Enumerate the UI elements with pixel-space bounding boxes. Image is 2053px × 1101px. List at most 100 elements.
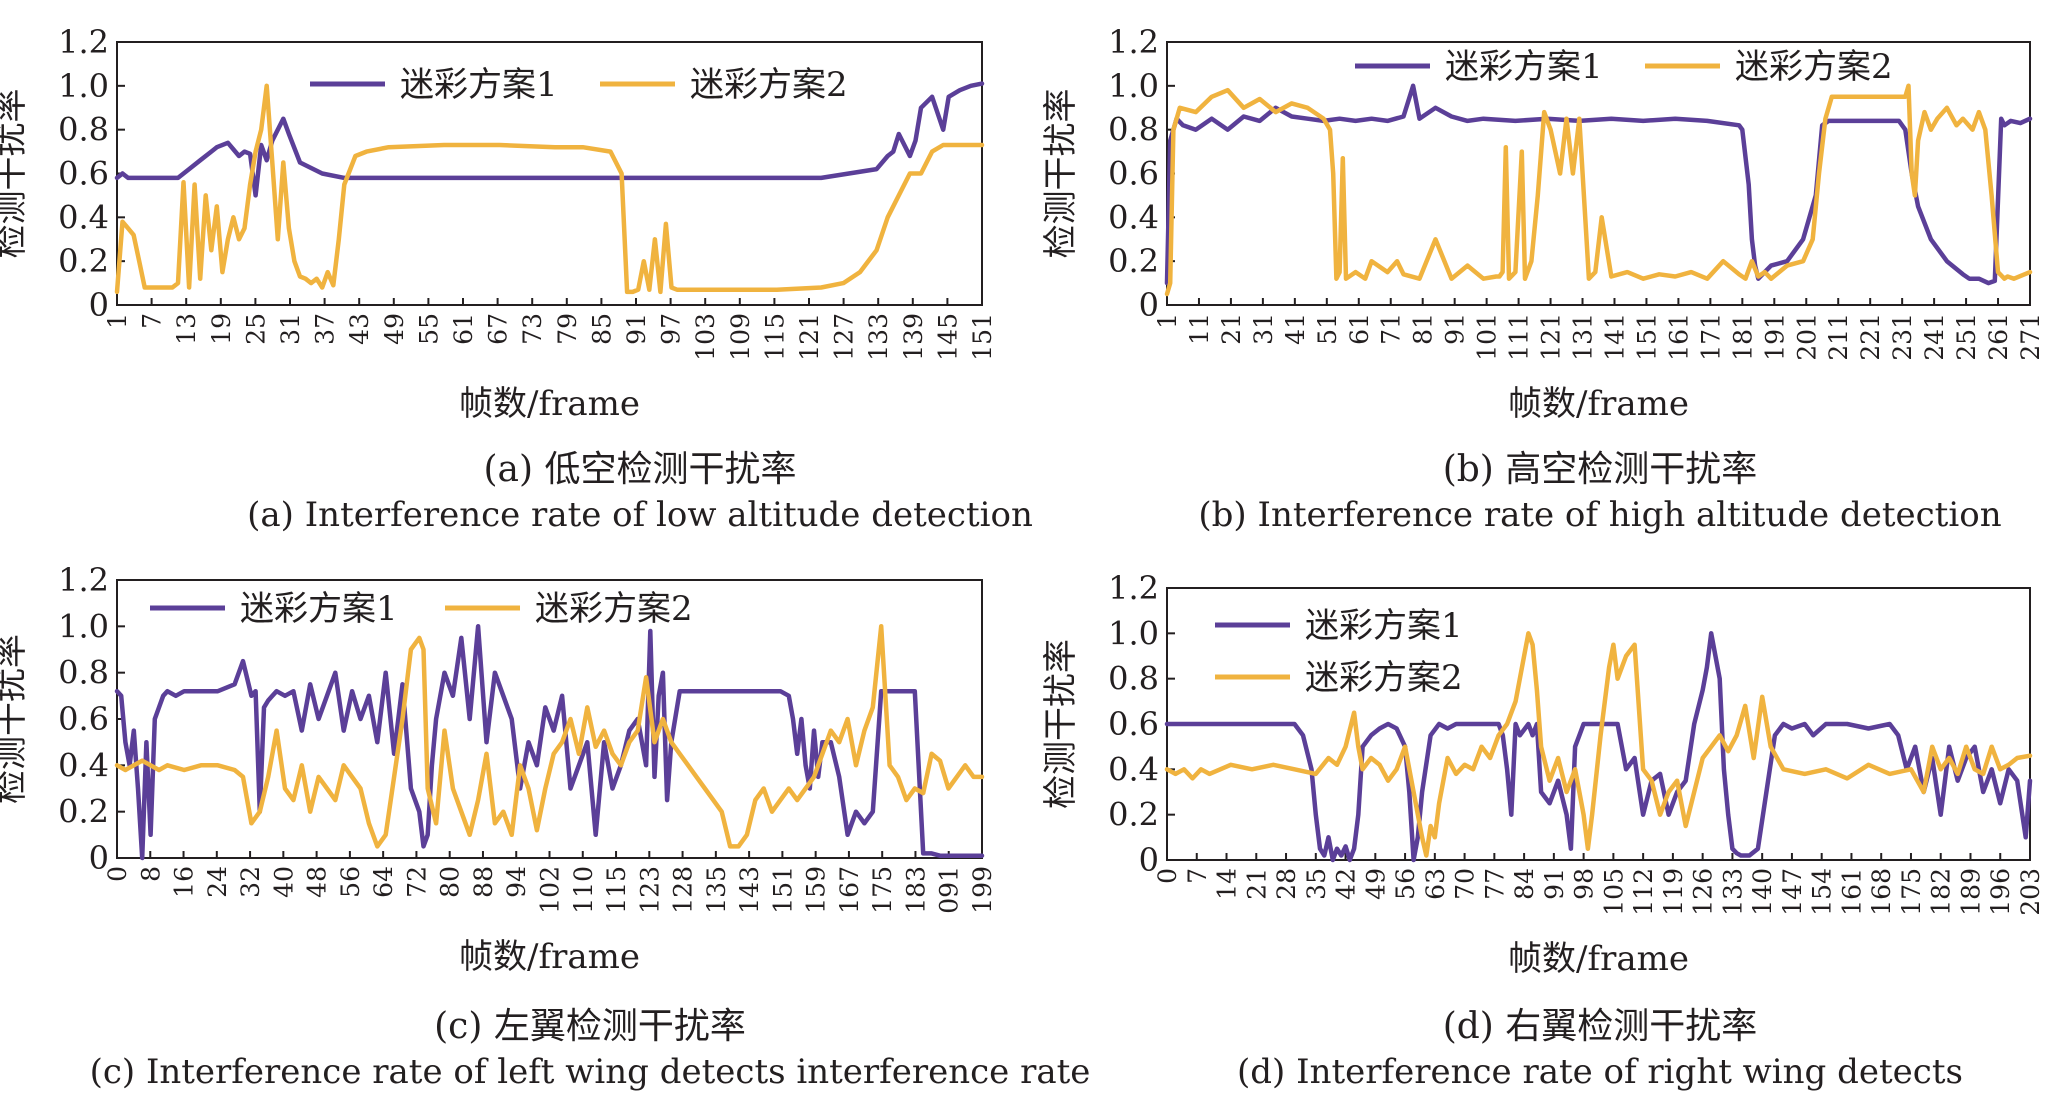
y-tick-label: 0 (1139, 841, 1159, 879)
x-tick-label: 135 (702, 866, 731, 914)
x-tick-label: 143 (735, 866, 764, 914)
x-tick-label: 183 (901, 866, 930, 914)
caption-cn-a: (a) 低空检测干扰率 (483, 449, 797, 490)
y-tick-label: 0.8 (1108, 660, 1159, 698)
chart-panel-d: 00.20.40.60.81.01.20 7 14 21 28 35 42 49 56 63 70 7… (1041, 569, 2045, 979)
x-tick-label: 8 (136, 866, 165, 882)
x-tick-label: 37 (311, 313, 340, 345)
x-tick-label: 64 (369, 866, 398, 898)
x-tick-label: 109 (726, 313, 755, 361)
x-tick-label: 161 (1837, 868, 1866, 916)
x-tick-label: 182 (1927, 868, 1956, 916)
x-tick-label: 145 (933, 313, 962, 361)
x-tick-label: 7 (138, 313, 167, 329)
series-line-2 (1164, 83, 2033, 297)
caption-cn-c: (c) 左翼检测干扰率 (434, 1006, 746, 1047)
x-tick-label: 61 (1345, 313, 1374, 345)
x-tick-label: 127 (830, 313, 859, 361)
x-tick-label: 61 (449, 313, 478, 345)
y-tick-label: 0.6 (1108, 705, 1159, 743)
x-tick-label: 77 (1480, 868, 1509, 900)
x-tick-label: 171 (1696, 313, 1725, 361)
caption-en-b: (b) Interference rate of high altitude d… (1198, 495, 2002, 535)
y-tick-label: 1.2 (1108, 569, 1159, 607)
x-tick-label: 25 (241, 313, 270, 345)
y-tick-label: 1.0 (58, 67, 109, 105)
x-tick-label: 56 (1391, 868, 1420, 900)
x-tick-label: 7 (1183, 868, 1212, 884)
y-tick-label: 0 (1139, 286, 1159, 324)
x-tick-label: 16 (170, 866, 199, 898)
x-axis-label: 帧数/frame (459, 384, 640, 424)
x-tick-label: 84 (1510, 868, 1539, 900)
y-tick-label: 0.4 (58, 746, 109, 784)
legend-label-2: 迷彩方案2 (690, 65, 848, 105)
x-tick-label: 167 (835, 866, 864, 914)
x-tick-label: 139 (899, 313, 928, 361)
y-axis-label: 检测干扰率 (1041, 89, 1081, 259)
x-tick-label: 0 (1153, 868, 1182, 884)
y-axis-label: 检测干扰率 (1041, 639, 1081, 809)
series-line-1 (114, 624, 985, 861)
caption-en-a: (a) Interference rate of low altitude de… (247, 495, 1033, 535)
y-axis-label: 检测干扰率 (0, 634, 31, 804)
x-tick-label: 56 (336, 866, 365, 898)
y-tick-label: 1.2 (1108, 23, 1159, 61)
x-tick-label: 32 (236, 866, 265, 898)
x-tick-label: 21 (1217, 313, 1246, 345)
y-tick-label: 1.2 (58, 23, 109, 61)
x-tick-label: 42 (1332, 868, 1361, 900)
series-line-1 (1164, 631, 2033, 863)
x-tick-label: 189 (1956, 868, 1985, 916)
x-tick-label: 43 (345, 313, 374, 345)
x-tick-label: 103 (691, 313, 720, 361)
x-tick-label: 115 (602, 866, 631, 914)
x-tick-label: 105 (1599, 868, 1628, 916)
y-tick-label: 0.8 (1108, 111, 1159, 149)
x-tick-label: 72 (402, 866, 431, 898)
y-tick-label: 0.2 (1108, 796, 1159, 834)
x-tick-label: 70 (1451, 868, 1480, 900)
legend-label-1: 迷彩方案1 (1305, 606, 1463, 646)
x-tick-label: 97 (657, 313, 686, 345)
x-tick-label: 51 (1313, 313, 1342, 345)
x-tick-label: 121 (795, 313, 824, 361)
x-tick-label: 241 (1920, 313, 1949, 361)
x-tick-label: 201 (1792, 313, 1821, 361)
x-tick-label: 24 (203, 866, 232, 898)
y-tick-label: 0.2 (58, 793, 109, 831)
x-tick-label: 91 (1540, 868, 1569, 900)
x-tick-label: 115 (760, 313, 789, 361)
x-tick-label: 101 (1473, 313, 1502, 361)
x-tick-label: 49 (1361, 868, 1390, 900)
x-tick-label: 79 (553, 313, 582, 345)
x-tick-label: 85 (587, 313, 616, 345)
legend-label-1: 迷彩方案1 (240, 589, 398, 629)
x-tick-label: 181 (1728, 313, 1757, 361)
x-tick-label: 131 (1569, 313, 1598, 361)
x-axis-label: 帧数/frame (1508, 939, 1689, 979)
x-tick-label: 199 (968, 866, 997, 914)
x-tick-label: 175 (1897, 868, 1926, 916)
x-tick-label: 261 (1984, 313, 2013, 361)
series-line-1 (1164, 83, 2033, 286)
x-tick-label: 203 (2016, 868, 2045, 916)
series-line-2 (1164, 631, 2033, 858)
series-line-1 (114, 81, 985, 198)
x-tick-label: 121 (1537, 313, 1566, 361)
x-tick-label: 271 (2016, 313, 2045, 361)
x-tick-label: 151 (1632, 313, 1661, 361)
x-tick-label: 1 (103, 313, 132, 329)
y-tick-label: 0.8 (58, 654, 109, 692)
x-tick-label: 151 (968, 313, 997, 361)
x-tick-label: 40 (269, 866, 298, 898)
x-tick-label: 133 (1718, 868, 1747, 916)
x-tick-label: 112 (1629, 868, 1658, 916)
x-tick-label: 111 (1505, 313, 1534, 361)
x-tick-label: 91 (1441, 313, 1470, 345)
legend-label-1: 迷彩方案1 (400, 65, 558, 105)
y-tick-label: 0.8 (58, 111, 109, 149)
x-tick-label: 159 (802, 866, 831, 914)
x-tick-label: 67 (484, 313, 513, 345)
y-axis-label: 检测干扰率 (0, 89, 31, 259)
